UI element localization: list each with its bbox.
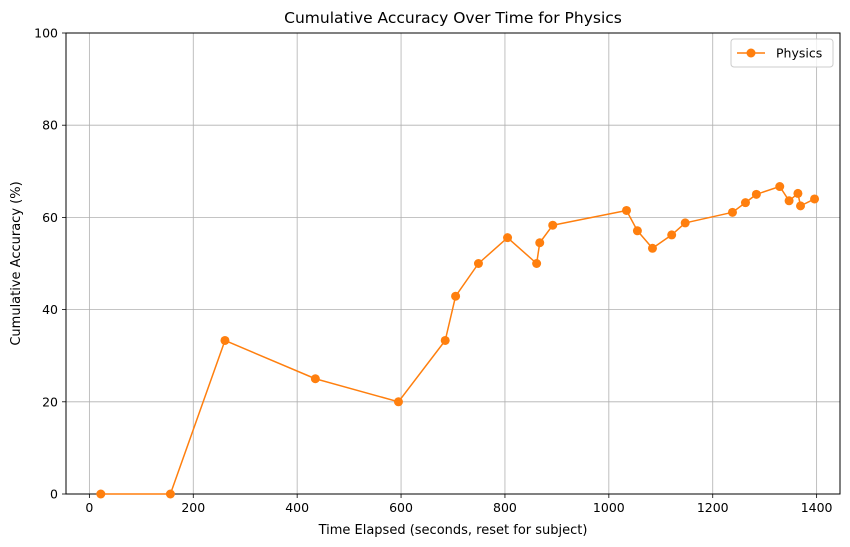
y-tick-label: 60 <box>42 210 58 225</box>
legend-label-physics: Physics <box>776 46 822 61</box>
legend-box <box>730 38 834 68</box>
y-axis: 0 20 40 60 80 100 <box>34 26 66 502</box>
x-tick-label: 400 <box>285 500 309 515</box>
data-point <box>667 230 677 240</box>
data-point <box>740 198 750 208</box>
x-tick-label: 1200 <box>697 500 729 515</box>
x-axis: 0 200 400 600 800 1000 1200 1400 <box>85 494 833 515</box>
y-tick-label: 40 <box>42 302 58 317</box>
data-point <box>220 335 230 345</box>
x-tick-label: 200 <box>181 500 205 515</box>
plot-frame <box>65 32 841 495</box>
data-point <box>647 243 657 253</box>
x-tick-label: 600 <box>389 500 413 515</box>
x-tick-label: 1400 <box>801 500 833 515</box>
y-axis-title: Cumulative Accuracy (%) <box>9 181 24 345</box>
data-point <box>535 238 545 248</box>
x-tick-label: 1000 <box>593 500 625 515</box>
chart-title: Cumulative Accuracy Over Time for Physic… <box>284 9 622 27</box>
data-point <box>503 233 513 243</box>
data-point <box>632 226 642 236</box>
data-point <box>532 259 542 268</box>
data-point <box>751 189 761 199</box>
data-point <box>784 196 794 206</box>
data-point <box>793 188 803 198</box>
legend: Physics <box>730 38 834 68</box>
series-line <box>100 185 815 495</box>
data-point <box>796 201 806 211</box>
data-point <box>440 335 450 345</box>
data-point <box>810 194 820 204</box>
x-tick-label: 0 <box>85 500 93 515</box>
y-tick-label: 0 <box>50 487 58 502</box>
data-point <box>451 291 461 301</box>
data-point <box>96 489 106 499</box>
data-point <box>680 218 690 228</box>
legend-point-marker <box>746 48 756 58</box>
data-point <box>473 259 483 268</box>
series-layer <box>96 182 820 499</box>
data-point <box>310 374 320 384</box>
grid <box>66 32 840 495</box>
data-point <box>548 220 558 230</box>
data-point <box>775 182 785 192</box>
data-point <box>393 397 403 407</box>
y-tick-label: 100 <box>34 26 58 41</box>
y-tick-label: 80 <box>42 118 58 133</box>
data-point <box>165 489 175 499</box>
y-tick-label: 20 <box>42 394 58 409</box>
x-axis-title: Time Elapsed (seconds, reset for subject… <box>318 523 588 538</box>
x-tick-label: 800 <box>493 500 517 515</box>
data-point <box>622 205 632 215</box>
data-point <box>727 207 737 217</box>
